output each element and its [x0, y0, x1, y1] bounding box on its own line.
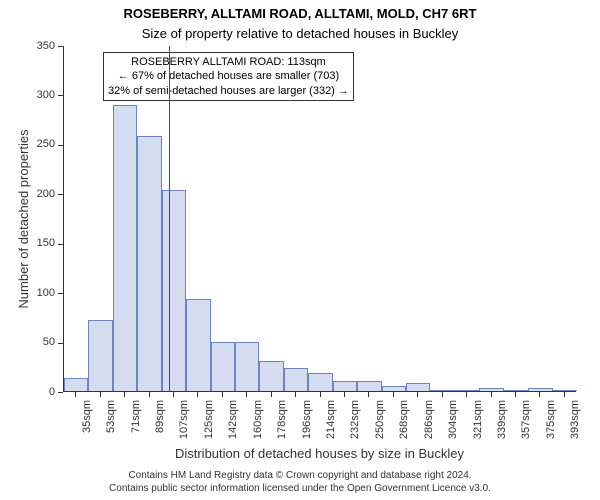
histogram-bar [64, 378, 88, 391]
x-tick-label: 268sqm [398, 400, 410, 500]
x-tick-label: 357sqm [520, 400, 532, 500]
chart-title-line1: ROSEBERRY, ALLTAMI ROAD, ALLTAMI, MOLD, … [0, 6, 600, 21]
histogram-bar [186, 299, 210, 391]
x-tick-label: 339sqm [496, 400, 508, 500]
histogram-bar [553, 390, 577, 391]
y-tick-label: 100 [37, 287, 55, 299]
x-tick-mark [320, 392, 321, 397]
x-tick-mark [344, 392, 345, 397]
x-tick-label: 107sqm [178, 400, 190, 500]
y-tick-mark [58, 244, 63, 245]
y-tick-mark [58, 46, 63, 47]
histogram-bar [88, 320, 112, 391]
x-tick-mark [515, 392, 516, 397]
x-tick-mark [271, 392, 272, 397]
x-tick-label: 71sqm [130, 400, 142, 500]
histogram-bar [162, 190, 186, 391]
reference-annotation: ROSEBERRY ALLTAMI ROAD: 113sqm ← 67% of … [103, 52, 354, 101]
histogram-bar [357, 381, 381, 391]
x-tick-mark [393, 392, 394, 397]
y-tick-mark [58, 293, 63, 294]
y-tick-label: 350 [37, 40, 55, 52]
annotation-line1: ROSEBERRY ALLTAMI ROAD: 113sqm [108, 55, 349, 69]
y-axis-label: Number of detached properties [16, 46, 31, 392]
histogram-bar [333, 381, 357, 391]
y-tick-label: 0 [49, 386, 55, 398]
x-tick-mark [173, 392, 174, 397]
x-tick-label: 142sqm [227, 400, 239, 500]
x-tick-label: 35sqm [81, 400, 93, 500]
histogram-bar [211, 342, 235, 391]
x-tick-label: 160sqm [252, 400, 264, 500]
x-tick-mark [466, 392, 467, 397]
histogram-bar [430, 390, 454, 391]
x-tick-label: 304sqm [447, 400, 459, 500]
y-tick-label: 50 [43, 336, 55, 348]
x-tick-label: 196sqm [301, 400, 313, 500]
y-tick-label: 150 [37, 237, 55, 249]
x-tick-mark [222, 392, 223, 397]
annotation-line2: ← 67% of detached houses are smaller (70… [108, 69, 349, 83]
x-tick-label: 321sqm [472, 400, 484, 500]
x-tick-mark [417, 392, 418, 397]
x-tick-label: 250sqm [374, 400, 386, 500]
y-tick-label: 250 [37, 138, 55, 150]
x-tick-label: 214sqm [325, 400, 337, 500]
x-tick-mark [539, 392, 540, 397]
histogram-bar [113, 105, 137, 391]
x-tick-mark [442, 392, 443, 397]
x-tick-mark [246, 392, 247, 397]
histogram-bar [137, 136, 161, 391]
x-tick-mark [491, 392, 492, 397]
y-tick-label: 300 [37, 89, 55, 101]
x-tick-mark [149, 392, 150, 397]
reference-line [169, 46, 170, 392]
histogram-bar [235, 342, 259, 391]
histogram-bar [382, 386, 406, 391]
y-tick-mark [58, 95, 63, 96]
histogram-bar [528, 388, 552, 391]
x-tick-mark [124, 392, 125, 397]
x-tick-mark [564, 392, 565, 397]
histogram-chart: ROSEBERRY, ALLTAMI ROAD, ALLTAMI, MOLD, … [0, 0, 600, 500]
x-tick-label: 89sqm [154, 400, 166, 500]
x-tick-mark [295, 392, 296, 397]
y-tick-mark [58, 145, 63, 146]
histogram-bar [284, 368, 308, 391]
x-tick-label: 375sqm [545, 400, 557, 500]
x-tick-label: 393sqm [569, 400, 581, 500]
histogram-bar [504, 390, 528, 391]
annotation-line3: 32% of semi-detached houses are larger (… [108, 84, 349, 98]
x-tick-mark [197, 392, 198, 397]
chart-title-line2: Size of property relative to detached ho… [0, 26, 600, 41]
histogram-bar [406, 383, 430, 391]
histogram-bar [479, 388, 503, 391]
y-tick-mark [58, 392, 63, 393]
y-tick-mark [58, 343, 63, 344]
histogram-bar [455, 390, 479, 391]
y-tick-label: 200 [37, 188, 55, 200]
x-tick-label: 178sqm [276, 400, 288, 500]
x-tick-mark [100, 392, 101, 397]
x-tick-mark [368, 392, 369, 397]
x-tick-label: 125sqm [203, 400, 215, 500]
histogram-bar [308, 373, 332, 391]
x-tick-label: 286sqm [423, 400, 435, 500]
x-tick-mark [75, 392, 76, 397]
x-tick-label: 53sqm [105, 400, 117, 500]
histogram-bar [259, 361, 283, 391]
x-tick-label: 232sqm [349, 400, 361, 500]
y-tick-mark [58, 194, 63, 195]
